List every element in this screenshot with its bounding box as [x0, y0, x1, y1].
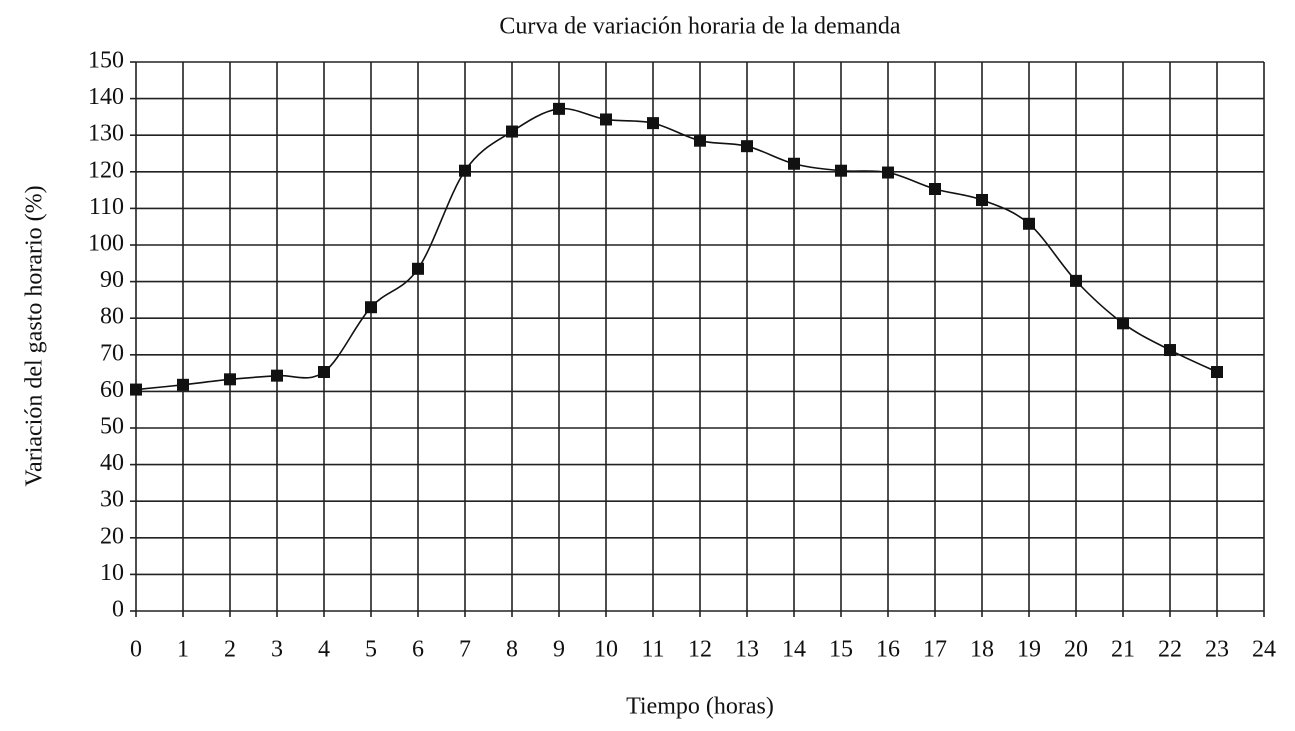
marker	[506, 125, 518, 138]
y-tick-label: 70	[100, 340, 124, 366]
marker	[1164, 344, 1176, 357]
y-tick-label: 60	[100, 377, 124, 403]
x-tick-label: 20	[1064, 637, 1088, 663]
marker	[459, 164, 471, 177]
x-tick-label: 11	[641, 637, 664, 663]
marker	[788, 157, 800, 170]
x-tick-label: 15	[829, 637, 853, 663]
y-tick-label: 80	[100, 304, 124, 330]
marker	[553, 102, 565, 115]
marker	[600, 113, 612, 126]
y-tick-label: 120	[88, 157, 124, 183]
line	[135, 107, 1218, 391]
x-tick-label: 5	[365, 637, 377, 663]
marker	[835, 164, 847, 177]
x-tick-label: 0	[130, 637, 142, 663]
x-tick-label: 24	[1252, 637, 1276, 663]
y-axis-label: Variación del gasto horario (%)	[22, 185, 48, 486]
marker	[694, 134, 706, 147]
marker	[318, 366, 330, 379]
y-tick-label: 20	[100, 523, 124, 549]
y-tick-label: 100	[88, 231, 124, 257]
y-tick-label: 50	[100, 414, 124, 440]
x-tick-label: 4	[318, 637, 330, 663]
x-tick-label: 18	[970, 637, 994, 663]
marker	[1211, 366, 1223, 379]
marker	[271, 369, 283, 382]
x-tick-label: 19	[1017, 637, 1041, 663]
y-tick-label: 140	[88, 84, 124, 110]
x-tick-label: 9	[553, 637, 565, 663]
x-tick-label: 14	[782, 637, 806, 663]
y-tick-label: 150	[88, 48, 124, 74]
marker	[882, 166, 894, 179]
x-tick-label: 23	[1205, 637, 1229, 663]
y-tick-label: 110	[89, 194, 124, 220]
x-tick-label: 16	[876, 637, 900, 663]
marker	[647, 117, 659, 130]
marker	[365, 301, 377, 314]
x-tick-label: 22	[1158, 637, 1182, 663]
marker	[224, 373, 236, 386]
marker	[177, 378, 189, 391]
chart-title: Curva de variación horaria de la demanda	[499, 14, 900, 40]
x-tick-label: 21	[1111, 637, 1135, 663]
marker	[1070, 274, 1082, 287]
x-tick-label: 7	[459, 637, 471, 663]
x-tick-label: 8	[506, 637, 518, 663]
marker	[412, 262, 424, 275]
x-tick-label: 2	[224, 637, 236, 663]
marker	[1117, 317, 1129, 330]
x-tick-label: 1	[177, 637, 189, 663]
x-tick-label: 10	[594, 637, 618, 663]
x-tick-label: 13	[735, 637, 759, 663]
x-tick-label: 17	[923, 637, 947, 663]
y-tick-label: 10	[100, 560, 124, 586]
y-tick-label: 0	[112, 597, 124, 623]
y-tick-label: 130	[88, 121, 124, 147]
marker	[1023, 217, 1035, 230]
marker	[130, 383, 142, 396]
x-tick-label: 3	[271, 637, 283, 663]
y-tick-label: 40	[100, 450, 124, 476]
x-axis-label: Tiempo (horas)	[626, 694, 774, 720]
marker	[741, 140, 753, 153]
y-tick-label: 30	[100, 487, 124, 513]
y-tick-label: 90	[100, 267, 124, 293]
x-tick-label: 12	[688, 637, 712, 663]
x-tick-label: 6	[412, 637, 424, 663]
marker	[929, 183, 941, 196]
marker	[976, 193, 988, 206]
